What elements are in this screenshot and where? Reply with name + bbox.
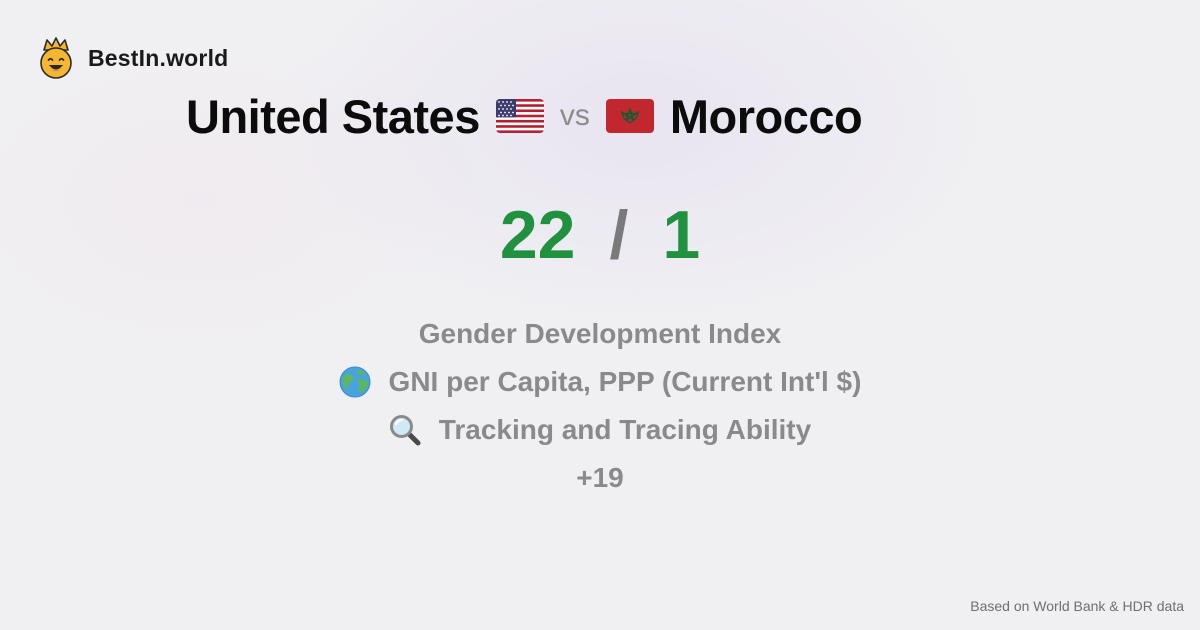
morocco-flag-icon [605, 99, 654, 133]
right-score: 1 [662, 197, 701, 273]
metric-item: Tracking and Tracing Ability [389, 406, 811, 454]
source-note: Based on World Bank & HDR data [970, 598, 1184, 614]
score-separator: / [609, 197, 629, 273]
brand-name: BestIn.world [88, 44, 229, 71]
metric-label: GNI per Capita, PPP (Current Int'l $) [388, 366, 862, 397]
metric-item: GNI per Capita, PPP (Current Int'l $) [339, 358, 862, 406]
score: 22 / 1 [0, 190, 1200, 280]
right-country-name: Morocco [669, 89, 863, 143]
crowned-smiley-icon [36, 36, 76, 80]
vs-label: vs [559, 99, 590, 132]
metric-label: Gender Development Index [418, 318, 782, 349]
us-flag-icon [495, 99, 544, 133]
more-count: +19 [576, 462, 624, 493]
metric-list: Gender Development Index GNI per Capita,… [0, 310, 1200, 502]
magnifier-icon [389, 414, 421, 446]
globe-icon [339, 366, 371, 398]
brand[interactable]: BestIn.world [36, 36, 228, 80]
comparison-title: United States vs Moro [186, 88, 863, 144]
metric-item: Gender Development Index [419, 310, 782, 358]
left-country-name: United States [186, 89, 480, 143]
metric-label: Tracking and Tracing Ability [438, 414, 812, 445]
left-score: 22 [499, 197, 576, 273]
more-metrics: +19 [576, 454, 624, 502]
